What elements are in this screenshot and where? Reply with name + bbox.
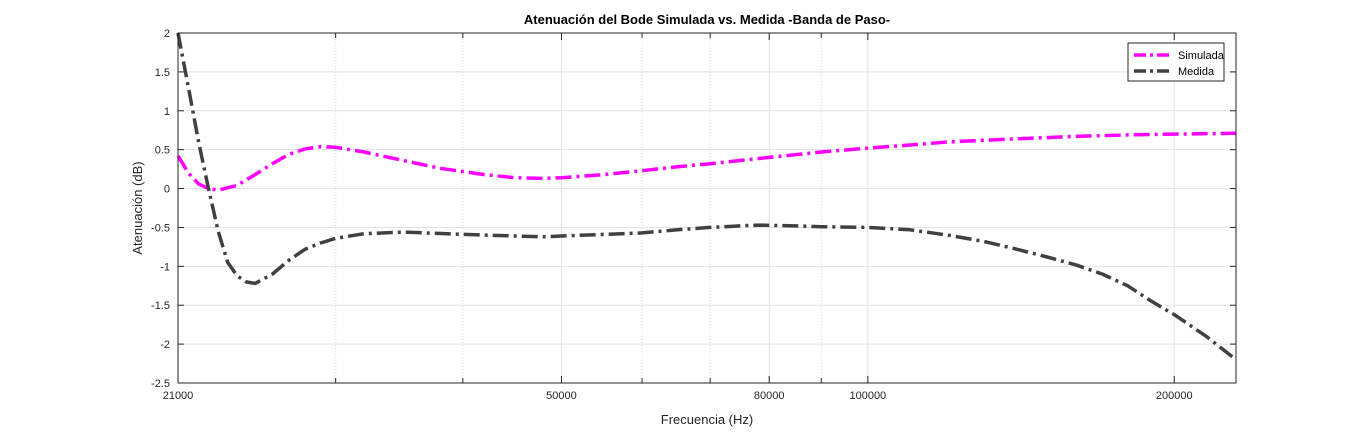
x-tick-label: 200000 [1156, 390, 1193, 402]
legend-box [1127, 42, 1225, 82]
series-line-medida [176, 32, 1238, 362]
legend-label-medida: Medida [1178, 66, 1215, 78]
x-tick-label: 50000 [546, 390, 577, 402]
y-tick-label: -2.5 [151, 378, 170, 390]
plot-frame [177, 32, 1237, 384]
x-tick-label: 80000 [754, 390, 785, 402]
y-tick-label: 0 [164, 184, 170, 196]
y-tick-label: 1.5 [155, 67, 170, 79]
x-axis-label: Frecuencia (Hz) [661, 412, 753, 427]
ticks: -2.5 -2 -1.5 -1 -0.5 0 0.5 1 1.5 2 21000 50000 80000… [151, 28, 1236, 402]
plot-area [178, 33, 1236, 383]
y-tick-label: 2 [164, 28, 170, 40]
x-tick-label: 21000 [163, 390, 194, 402]
x-tick-label: 100000 [849, 390, 886, 402]
series-group [176, 32, 1238, 362]
y-tick-label: -2 [160, 339, 170, 351]
legend-label-simulada: Simulada [1178, 50, 1225, 62]
y-tick-label: 0.5 [155, 145, 170, 157]
legend: Simulada Medida [1127, 42, 1225, 82]
series-line-simulada [176, 131, 1237, 192]
y-tick-label: -1 [160, 261, 170, 273]
y-axis-label: Atenuación (dB) [130, 161, 145, 254]
chart-title: Atenuación del Bode Simulada vs. Medida … [524, 12, 890, 27]
y-tick-label: 1 [164, 106, 170, 118]
y-tick-label: -0.5 [151, 222, 170, 234]
y-tick-label: -1.5 [151, 300, 170, 312]
